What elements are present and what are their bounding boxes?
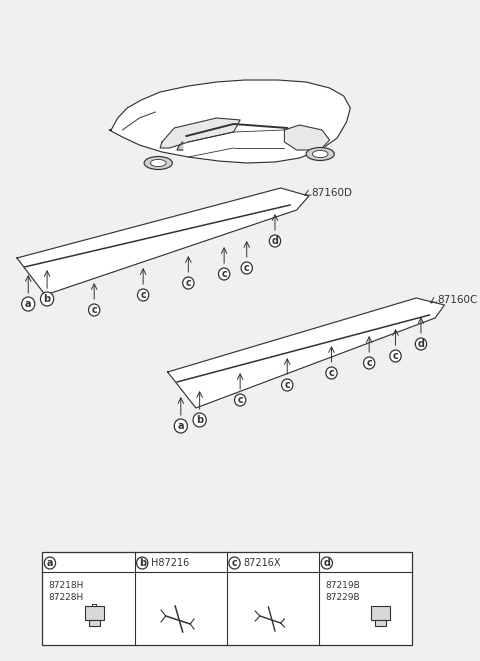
Ellipse shape xyxy=(40,292,54,306)
Text: c: c xyxy=(237,395,243,405)
Text: 87218H: 87218H xyxy=(48,582,84,590)
Ellipse shape xyxy=(136,557,148,569)
Text: c: c xyxy=(221,269,227,279)
Text: c: c xyxy=(393,351,398,361)
Ellipse shape xyxy=(88,304,100,316)
Ellipse shape xyxy=(321,557,333,569)
Ellipse shape xyxy=(235,394,246,406)
Text: c: c xyxy=(329,368,335,378)
Ellipse shape xyxy=(306,147,334,161)
Polygon shape xyxy=(177,142,183,150)
Text: c: c xyxy=(244,263,250,273)
Text: c: c xyxy=(284,380,290,390)
Text: b: b xyxy=(196,415,203,425)
Ellipse shape xyxy=(44,557,56,569)
Ellipse shape xyxy=(144,157,172,169)
Ellipse shape xyxy=(229,557,240,569)
Text: d: d xyxy=(323,558,330,568)
Ellipse shape xyxy=(415,338,427,350)
Ellipse shape xyxy=(150,159,166,167)
Text: c: c xyxy=(91,305,97,315)
Bar xyxy=(375,620,386,626)
Text: a: a xyxy=(178,421,184,431)
Ellipse shape xyxy=(218,268,230,280)
Ellipse shape xyxy=(326,367,337,379)
Bar xyxy=(85,606,104,620)
Text: c: c xyxy=(185,278,191,288)
Text: d: d xyxy=(272,236,278,246)
Ellipse shape xyxy=(22,297,35,311)
Ellipse shape xyxy=(174,419,187,433)
Ellipse shape xyxy=(183,277,194,289)
Ellipse shape xyxy=(282,379,293,391)
Text: 87216X: 87216X xyxy=(243,558,280,568)
Text: b: b xyxy=(44,294,51,304)
Bar xyxy=(371,606,390,620)
Text: b: b xyxy=(139,558,146,568)
Text: 87229B: 87229B xyxy=(325,594,360,602)
Ellipse shape xyxy=(390,350,401,362)
Bar xyxy=(88,620,100,626)
Ellipse shape xyxy=(312,151,328,157)
Polygon shape xyxy=(17,188,309,295)
Polygon shape xyxy=(160,118,240,148)
Text: H87216: H87216 xyxy=(151,558,189,568)
Text: 87219B: 87219B xyxy=(325,582,360,590)
Text: a: a xyxy=(47,558,53,568)
Text: 87160D: 87160D xyxy=(311,188,352,198)
Text: d: d xyxy=(418,339,424,349)
Ellipse shape xyxy=(363,357,375,369)
Text: a: a xyxy=(25,299,32,309)
Polygon shape xyxy=(109,80,350,163)
Text: c: c xyxy=(232,558,238,568)
Text: c: c xyxy=(140,290,146,300)
Ellipse shape xyxy=(269,235,281,247)
Polygon shape xyxy=(284,125,330,150)
Text: c: c xyxy=(366,358,372,368)
Ellipse shape xyxy=(193,413,206,427)
Ellipse shape xyxy=(241,262,252,274)
Bar xyxy=(42,552,411,645)
Text: 87228H: 87228H xyxy=(48,594,83,602)
Ellipse shape xyxy=(137,289,149,301)
Polygon shape xyxy=(168,298,444,408)
Text: 87160C: 87160C xyxy=(437,295,477,305)
